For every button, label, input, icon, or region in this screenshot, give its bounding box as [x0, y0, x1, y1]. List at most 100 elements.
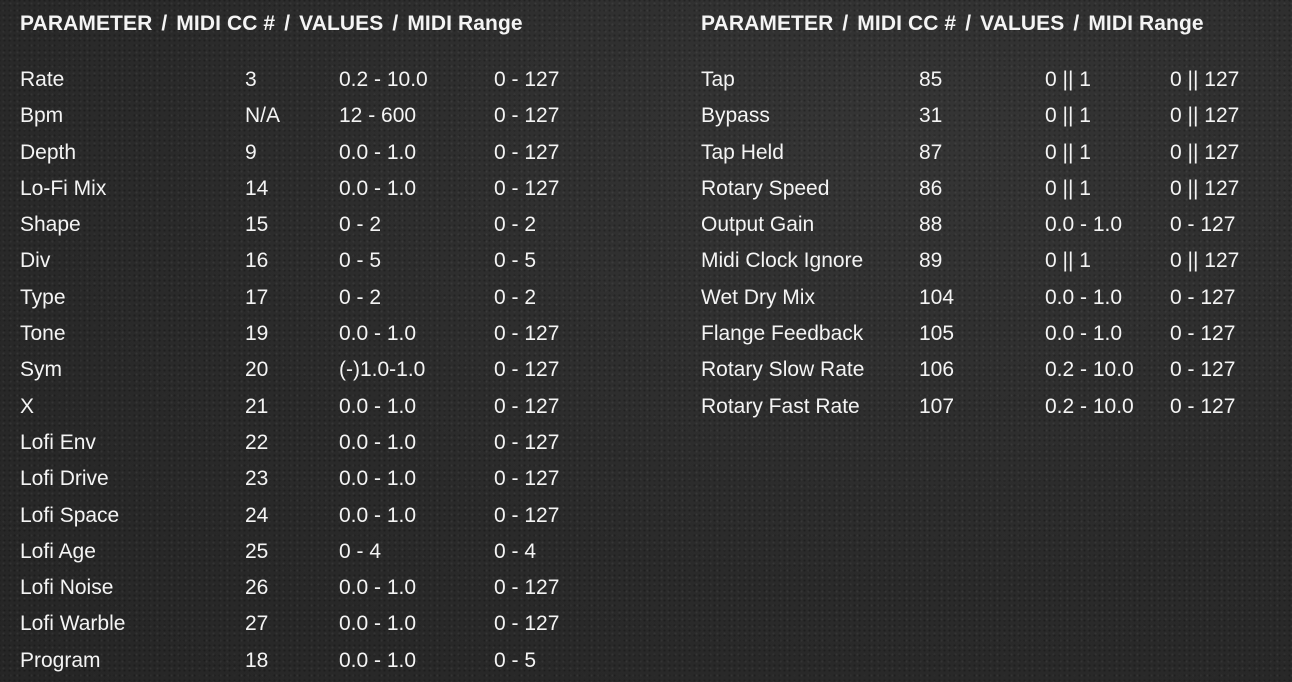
midi-cc-number: 16	[245, 249, 269, 273]
parameter-name: Flange Feedback	[701, 322, 864, 346]
parameter-values: 0.0 - 1.0	[339, 576, 417, 600]
parameter-values: 0.0 - 1.0	[339, 140, 417, 164]
parameter-name: Rotary Fast Rate	[701, 394, 860, 418]
right-table-rows: Tap 85 0 || 1 0 || 127 Bypass 31 0 || 1 0 || 12…	[701, 62, 1239, 425]
midi-cc-number: 20	[245, 358, 269, 382]
midi-cc-number: 26	[245, 576, 269, 600]
midi-cc-number: 23	[245, 467, 269, 491]
header-separator: /	[161, 12, 168, 35]
table-row: Output Gain 88 0.0 - 1.0 0 - 127	[701, 207, 1235, 243]
midi-range: 0 - 2	[494, 213, 537, 237]
header-midi-range: MIDI Range	[1088, 12, 1204, 35]
parameter-values: 0 || 1	[1045, 140, 1091, 164]
table-row: Lofi Warble 27 0.0 - 1.0 0 - 127	[20, 606, 559, 642]
midi-range: 0 - 2	[494, 285, 537, 309]
left-parameter-table: PARAMETER / MIDI CC # / VALUES / MIDI Range Ra…	[20, 10, 559, 679]
header-parameter: PARAMETER	[701, 12, 834, 35]
parameter-name: Lofi Space	[20, 503, 120, 527]
table-row: Tone 19 0.0 - 1.0 0 - 127	[20, 316, 559, 352]
parameter-values: 0.0 - 1.0	[339, 176, 417, 200]
parameter-name: Bpm	[20, 104, 64, 128]
midi-range: 0 || 127	[1170, 249, 1240, 273]
table-row: Div 16 0 - 5 0 - 5	[20, 243, 536, 279]
table-row: Sym 20 (-)1.0-1.0 0 - 127	[20, 352, 559, 388]
midi-cc-number: 89	[919, 249, 943, 273]
parameter-name: X	[20, 394, 35, 418]
parameter-values: 0.2 - 10.0	[1045, 394, 1134, 418]
midi-range: 0 - 4	[494, 539, 537, 563]
parameter-name: Program	[20, 648, 101, 672]
midi-cc-number: 18	[245, 648, 269, 672]
midi-cc-number: 21	[245, 394, 269, 418]
midi-range: 0 - 127	[494, 140, 560, 164]
left-table-header: PARAMETER / MIDI CC # / VALUES / MIDI Range	[20, 10, 523, 38]
midi-cc-number: 9	[245, 140, 257, 164]
parameter-values: 0 || 1	[1045, 68, 1091, 91]
midi-cc-number: 22	[245, 430, 269, 454]
header-values: VALUES	[299, 12, 384, 35]
midi-cc-number: 27	[245, 612, 269, 636]
midi-range: 0 - 127	[1170, 358, 1236, 382]
parameter-values: 0 || 1	[1045, 104, 1091, 128]
midi-range: 0 - 127	[494, 104, 560, 128]
parameter-values: 0.0 - 1.0	[339, 322, 417, 346]
midi-range: 0 - 5	[494, 249, 537, 273]
parameter-name: Output Gain	[701, 213, 815, 237]
table-row: Lofi Drive 23 0.0 - 1.0 0 - 127	[20, 461, 559, 497]
parameter-name: Tone	[20, 322, 66, 346]
parameter-name: Lofi Age	[20, 539, 96, 563]
midi-range: 0 || 127	[1170, 68, 1240, 91]
parameter-values: 12 - 600	[339, 104, 417, 128]
parameter-name: Lofi Noise	[20, 576, 114, 600]
header-separator: /	[392, 12, 399, 35]
parameter-name: Shape	[20, 213, 81, 237]
parameter-values: 0.2 - 10.0	[1045, 358, 1134, 382]
parameter-name: Tap	[701, 68, 735, 91]
parameter-values: 0 || 1	[1045, 176, 1091, 200]
midi-range: 0 || 127	[1170, 176, 1240, 200]
table-row: Program 18 0.0 - 1.0 0 - 5	[20, 643, 536, 679]
midi-range: 0 - 127	[1170, 213, 1236, 237]
table-row: Rate 3 0.2 - 10.0 0 - 127	[20, 62, 559, 98]
table-row: Tap Held 87 0 || 1 0 || 127	[701, 135, 1239, 171]
table-row: Bypass 31 0 || 1 0 || 127	[701, 98, 1239, 134]
parameter-values: 0 || 1	[1045, 249, 1091, 273]
parameter-values: 0.0 - 1.0	[339, 430, 417, 454]
midi-range: 0 - 127	[494, 503, 560, 527]
parameter-values: (-)1.0-1.0	[339, 358, 426, 382]
parameter-name: Rotary Slow Rate	[701, 358, 865, 382]
table-row: Midi Clock Ignore 89 0 || 1 0 || 127	[701, 243, 1239, 279]
parameter-name: Midi Clock Ignore	[701, 249, 864, 273]
table-row: Bpm N/A 12 - 600 0 - 127	[20, 98, 559, 134]
parameter-values: 0 - 2	[339, 285, 382, 309]
parameter-values: 0 - 2	[339, 213, 382, 237]
midi-cc-number: 24	[245, 503, 269, 527]
table-row: Flange Feedback 105 0.0 - 1.0 0 - 127	[701, 316, 1235, 352]
table-row: Rotary Fast Rate 107 0.2 - 10.0 0 - 127	[701, 389, 1235, 425]
parameter-name: Rotary Speed	[701, 176, 830, 200]
parameter-values: 0.0 - 1.0	[1045, 213, 1123, 237]
parameter-name: Bypass	[701, 104, 770, 128]
header-separator: /	[842, 12, 849, 35]
midi-cc-number: 3	[245, 68, 257, 91]
parameter-name: Wet Dry Mix	[701, 285, 815, 309]
midi-cc-number: 88	[919, 213, 943, 237]
parameter-name: Tap Held	[701, 140, 784, 164]
parameter-values: 0.0 - 1.0	[339, 503, 417, 527]
midi-cc-number: N/A	[245, 104, 281, 128]
table-row: Lofi Age 25 0 - 4 0 - 4	[20, 534, 536, 570]
midi-cc-number: 17	[245, 285, 269, 309]
midi-range: 0 - 127	[494, 358, 560, 382]
table-row: X 21 0.0 - 1.0 0 - 127	[20, 389, 559, 425]
midi-cc-number: 14	[245, 176, 269, 200]
left-table-rows: Rate 3 0.2 - 10.0 0 - 127 Bpm N/A 12 - 600 0 - …	[20, 62, 559, 679]
parameter-values: 0.0 - 1.0	[339, 394, 417, 418]
parameter-values: 0 - 5	[339, 249, 382, 273]
parameter-name: Type	[20, 285, 66, 309]
midi-cc-number: 25	[245, 539, 269, 563]
midi-range: 0 - 127	[494, 430, 560, 454]
table-row: Lofi Noise 26 0.0 - 1.0 0 - 127	[20, 570, 559, 606]
right-parameter-table: PARAMETER / MIDI CC # / VALUES / MIDI Range Ta…	[701, 10, 1239, 425]
parameter-name: Sym	[20, 358, 62, 382]
midi-cc-number: 105	[919, 322, 955, 346]
